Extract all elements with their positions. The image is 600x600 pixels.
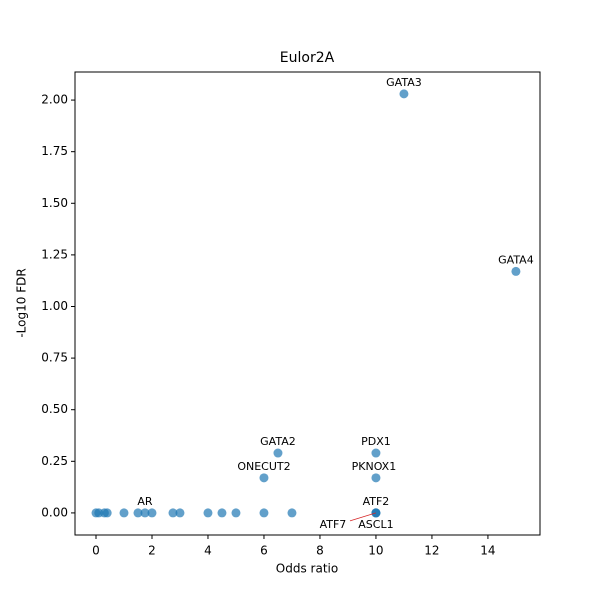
point bbox=[102, 508, 112, 518]
y-tick-label: 0.75 bbox=[41, 351, 68, 365]
y-tick-label: 1.50 bbox=[41, 196, 68, 210]
point bbox=[287, 508, 297, 518]
point bbox=[511, 266, 521, 276]
plot-frame bbox=[74, 71, 541, 536]
x-tick-label: 0 bbox=[92, 544, 100, 558]
x-axis-label: Odds ratio bbox=[276, 562, 338, 576]
point bbox=[399, 89, 409, 99]
leader-line bbox=[349, 512, 377, 522]
point bbox=[175, 508, 185, 518]
point bbox=[217, 508, 227, 518]
point-label: ATF7 bbox=[320, 518, 347, 531]
x-tick-label: 14 bbox=[480, 544, 495, 558]
y-tick-label: 0.25 bbox=[41, 454, 68, 468]
point bbox=[273, 448, 283, 458]
point bbox=[371, 473, 381, 483]
point bbox=[119, 508, 129, 518]
chart-title: Eulor2A bbox=[280, 50, 335, 66]
point bbox=[168, 508, 178, 518]
point bbox=[203, 508, 213, 518]
point-label: PDX1 bbox=[361, 435, 391, 448]
point bbox=[133, 508, 143, 518]
x-tick-label: 10 bbox=[368, 544, 383, 558]
point-label: GATA2 bbox=[260, 435, 296, 448]
point-label: PKNOX1 bbox=[352, 460, 397, 473]
x-tick-label: 12 bbox=[424, 544, 439, 558]
x-tick-label: 8 bbox=[316, 544, 324, 558]
x-tick-label: 2 bbox=[148, 544, 156, 558]
y-tick-label: 0.50 bbox=[41, 402, 68, 416]
point-label: ASCL1 bbox=[358, 518, 393, 531]
y-tick-label: 1.00 bbox=[41, 299, 68, 313]
y-tick-label: 1.25 bbox=[41, 247, 68, 261]
point bbox=[371, 448, 381, 458]
point bbox=[259, 473, 269, 483]
point-label: ONECUT2 bbox=[237, 460, 290, 473]
point-label: ATF2 bbox=[363, 495, 390, 508]
y-tick-label: 1.75 bbox=[41, 144, 68, 158]
y-axis-label: -Log10 FDR bbox=[15, 268, 29, 337]
x-tick-label: 6 bbox=[260, 544, 268, 558]
y-tick-label: 2.00 bbox=[41, 93, 68, 107]
y-tick-label: 0.00 bbox=[41, 505, 68, 519]
point bbox=[259, 508, 269, 518]
point bbox=[147, 508, 157, 518]
point-label: GATA3 bbox=[386, 76, 422, 89]
point-label: AR bbox=[137, 495, 153, 508]
point bbox=[231, 508, 241, 518]
point bbox=[140, 508, 150, 518]
point-label: GATA4 bbox=[498, 253, 534, 266]
x-tick-label: 4 bbox=[204, 544, 212, 558]
